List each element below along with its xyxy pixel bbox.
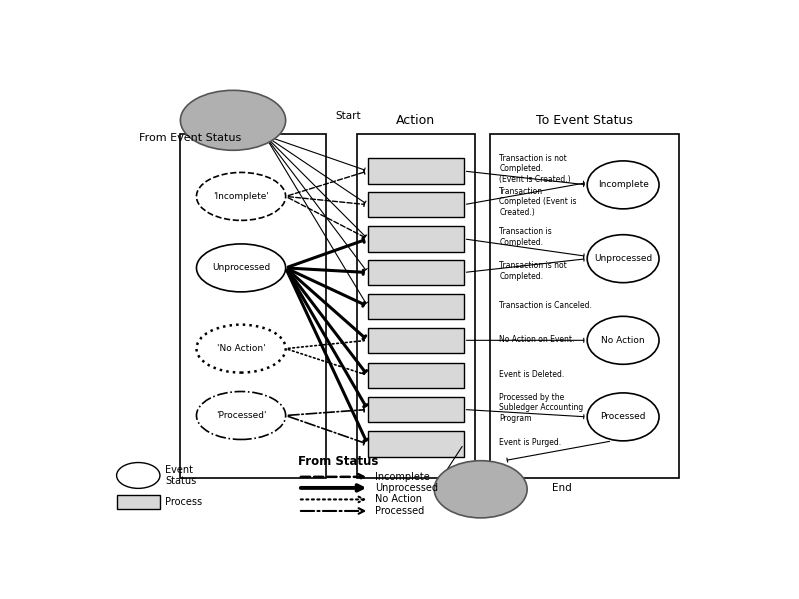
Ellipse shape (197, 244, 286, 292)
Text: No Action on Event.: No Action on Event. (499, 335, 574, 344)
Text: Processed: Processed (600, 412, 646, 421)
Ellipse shape (197, 392, 286, 440)
Bar (357, 134, 475, 478)
Text: Unprocessed: Unprocessed (212, 264, 270, 273)
Bar (368, 294, 463, 319)
Text: Processed: Processed (376, 506, 425, 516)
Bar (490, 134, 679, 478)
Text: To Event Status: To Event Status (535, 114, 633, 127)
Text: Transaction is
Completed.: Transaction is Completed. (499, 227, 552, 247)
Ellipse shape (587, 235, 659, 283)
Text: Unprocessed: Unprocessed (376, 483, 439, 493)
Text: Transaction is not
Completed.
(Event Is Created.): Transaction is not Completed. (Event Is … (499, 154, 571, 184)
Text: Transaction
Completed (Event is
Created.): Transaction Completed (Event is Created.… (499, 187, 577, 217)
Bar (181, 134, 326, 478)
Bar (368, 158, 463, 184)
Bar (368, 192, 463, 217)
Text: No Action: No Action (376, 494, 423, 504)
Text: No Action: No Action (602, 336, 645, 345)
Bar (368, 328, 463, 353)
Text: Incomplete: Incomplete (598, 180, 649, 189)
Bar (368, 362, 463, 388)
Text: Transaction is not
Completed.: Transaction is not Completed. (499, 261, 567, 281)
Ellipse shape (197, 325, 286, 373)
Ellipse shape (587, 393, 659, 441)
Text: 'No Action': 'No Action' (217, 344, 265, 353)
Text: Transaction is Canceled.: Transaction is Canceled. (499, 301, 592, 310)
Text: Event is Purged.: Event is Purged. (499, 438, 562, 447)
Bar (368, 397, 463, 422)
Text: Action: Action (396, 114, 435, 127)
Bar (368, 226, 463, 252)
Text: End: End (552, 483, 571, 494)
Text: Incomplete: Incomplete (376, 472, 430, 482)
Ellipse shape (197, 173, 286, 220)
Text: Event is Deleted.: Event is Deleted. (499, 370, 565, 379)
Text: 'Processed': 'Processed' (216, 411, 266, 420)
Bar (368, 431, 463, 457)
Text: Process: Process (165, 497, 202, 507)
Text: From Status: From Status (298, 455, 379, 468)
Bar (368, 260, 463, 285)
Text: 'Incomplete': 'Incomplete' (213, 192, 269, 201)
Ellipse shape (435, 461, 527, 518)
Text: Start: Start (336, 111, 361, 120)
Text: Event
Status: Event Status (165, 465, 196, 486)
Ellipse shape (587, 161, 659, 209)
Ellipse shape (587, 316, 659, 364)
Text: From Event Status: From Event Status (138, 134, 240, 143)
Text: Unprocessed: Unprocessed (594, 254, 652, 263)
Ellipse shape (117, 462, 160, 488)
Bar (117, 495, 160, 509)
Ellipse shape (181, 90, 286, 150)
Text: Processed by the
Subledger Accounting
Program: Processed by the Subledger Accounting Pr… (499, 393, 583, 422)
